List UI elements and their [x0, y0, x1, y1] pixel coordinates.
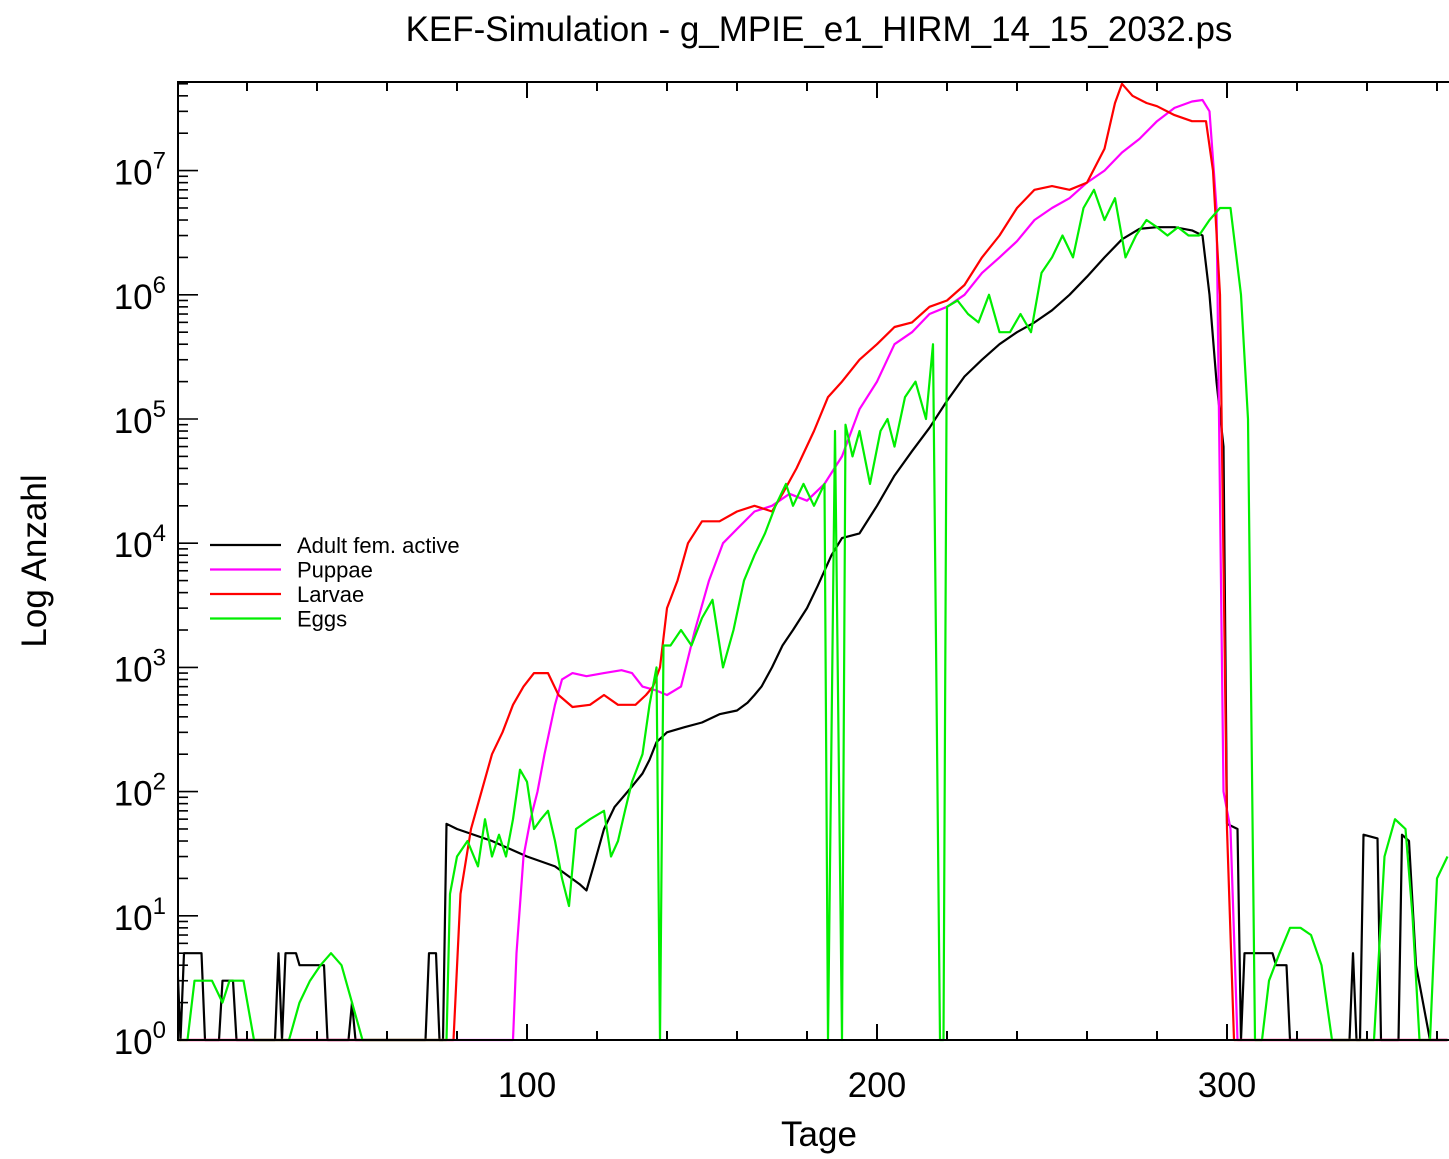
x-axis-label: Tage [781, 1115, 857, 1154]
axis-layer [178, 82, 1438, 1041]
series-line-3 [178, 188, 1449, 1042]
legend-label: Eggs [297, 607, 347, 632]
legend-label: Adult fem. active [297, 533, 460, 558]
y-tick-label: 103 [114, 644, 166, 689]
series-line-2 [178, 82, 1448, 1042]
tick-label-layer: 100 200 300 100 101 102 103 104 105 106 107 [114, 148, 1257, 1105]
legend-label: Puppae [297, 558, 373, 583]
x-tick-label: 100 [498, 1066, 556, 1105]
chart-title: KEF-Simulation - g_MPIE_e1_HIRM_14_15_20… [406, 10, 1233, 49]
y-tick-label: 100 [114, 1017, 166, 1062]
plot-frame [177, 81, 1449, 1041]
y-axis-label: Log Anzahl [15, 474, 54, 647]
y-tick-label: 104 [114, 520, 166, 565]
y-tick-label: 101 [114, 893, 166, 938]
y-tick-label: 102 [114, 769, 166, 814]
y-tick-label: 107 [114, 148, 166, 193]
y-tick-label: 106 [114, 272, 166, 317]
series-line-0 [178, 226, 1448, 1042]
y-tick-label: 105 [114, 396, 166, 441]
legend-label: Larvae [297, 582, 364, 607]
series-line-1 [178, 98, 1448, 1042]
x-tick-label: 300 [1198, 1066, 1256, 1105]
x-tick-label: 200 [848, 1066, 906, 1105]
